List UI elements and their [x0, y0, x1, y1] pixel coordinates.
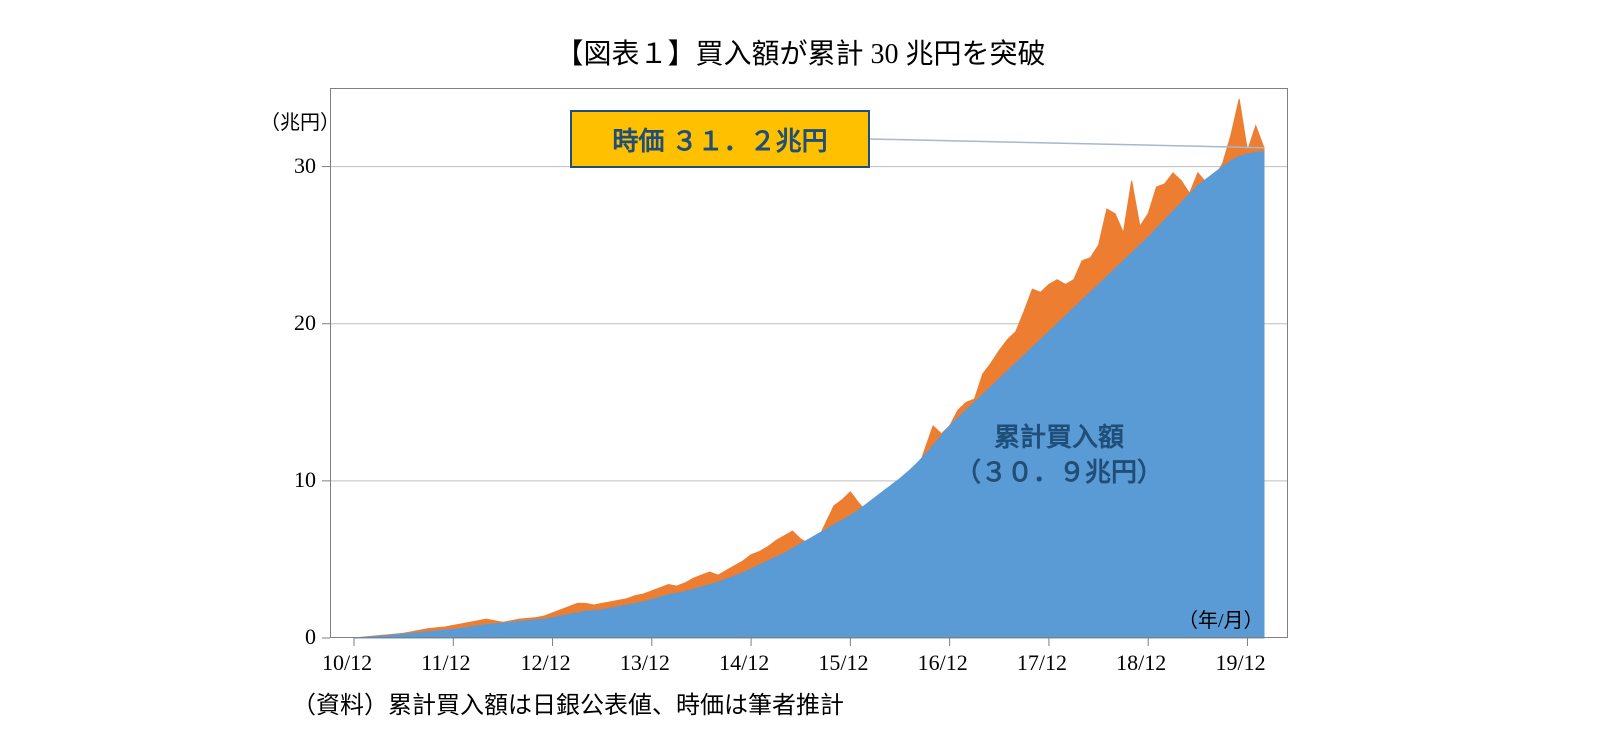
x-tick-label: 13/12: [620, 650, 670, 676]
y-tick-label: 30: [294, 153, 316, 179]
series-label-cumulative: 累計買入額（３０．９兆円）: [955, 420, 1163, 490]
x-tick-label: 19/12: [1215, 650, 1265, 676]
plot-border: [330, 88, 1288, 638]
callout-box: 時価 ３１．２兆円: [570, 110, 870, 168]
chart-footnote: （資料）累計買入額は日銀公表値、時価は筆者推計: [292, 685, 844, 720]
figure-stage: 【図表１】買入額が累計 30 兆円を突破 （兆円） （年/月） 時価 ３１．２兆…: [0, 0, 1601, 745]
y-axis-unit-label: （兆円）: [260, 106, 340, 135]
x-tick-label: 14/12: [719, 650, 769, 676]
x-tick-label: 18/12: [1116, 650, 1166, 676]
x-tick-label: 10/12: [322, 650, 372, 676]
y-tick-label: 20: [294, 310, 316, 336]
x-axis-unit-label: （年/月）: [1178, 604, 1264, 633]
y-tick-label: 10: [294, 467, 316, 493]
y-tick-label: 0: [305, 624, 316, 650]
x-tick-label: 12/12: [521, 650, 571, 676]
x-tick-label: 17/12: [1017, 650, 1067, 676]
x-tick-label: 11/12: [421, 650, 470, 676]
callout-text: 時価 ３１．２兆円: [612, 126, 827, 156]
x-tick-label: 16/12: [918, 650, 968, 676]
x-tick-label: 15/12: [818, 650, 868, 676]
